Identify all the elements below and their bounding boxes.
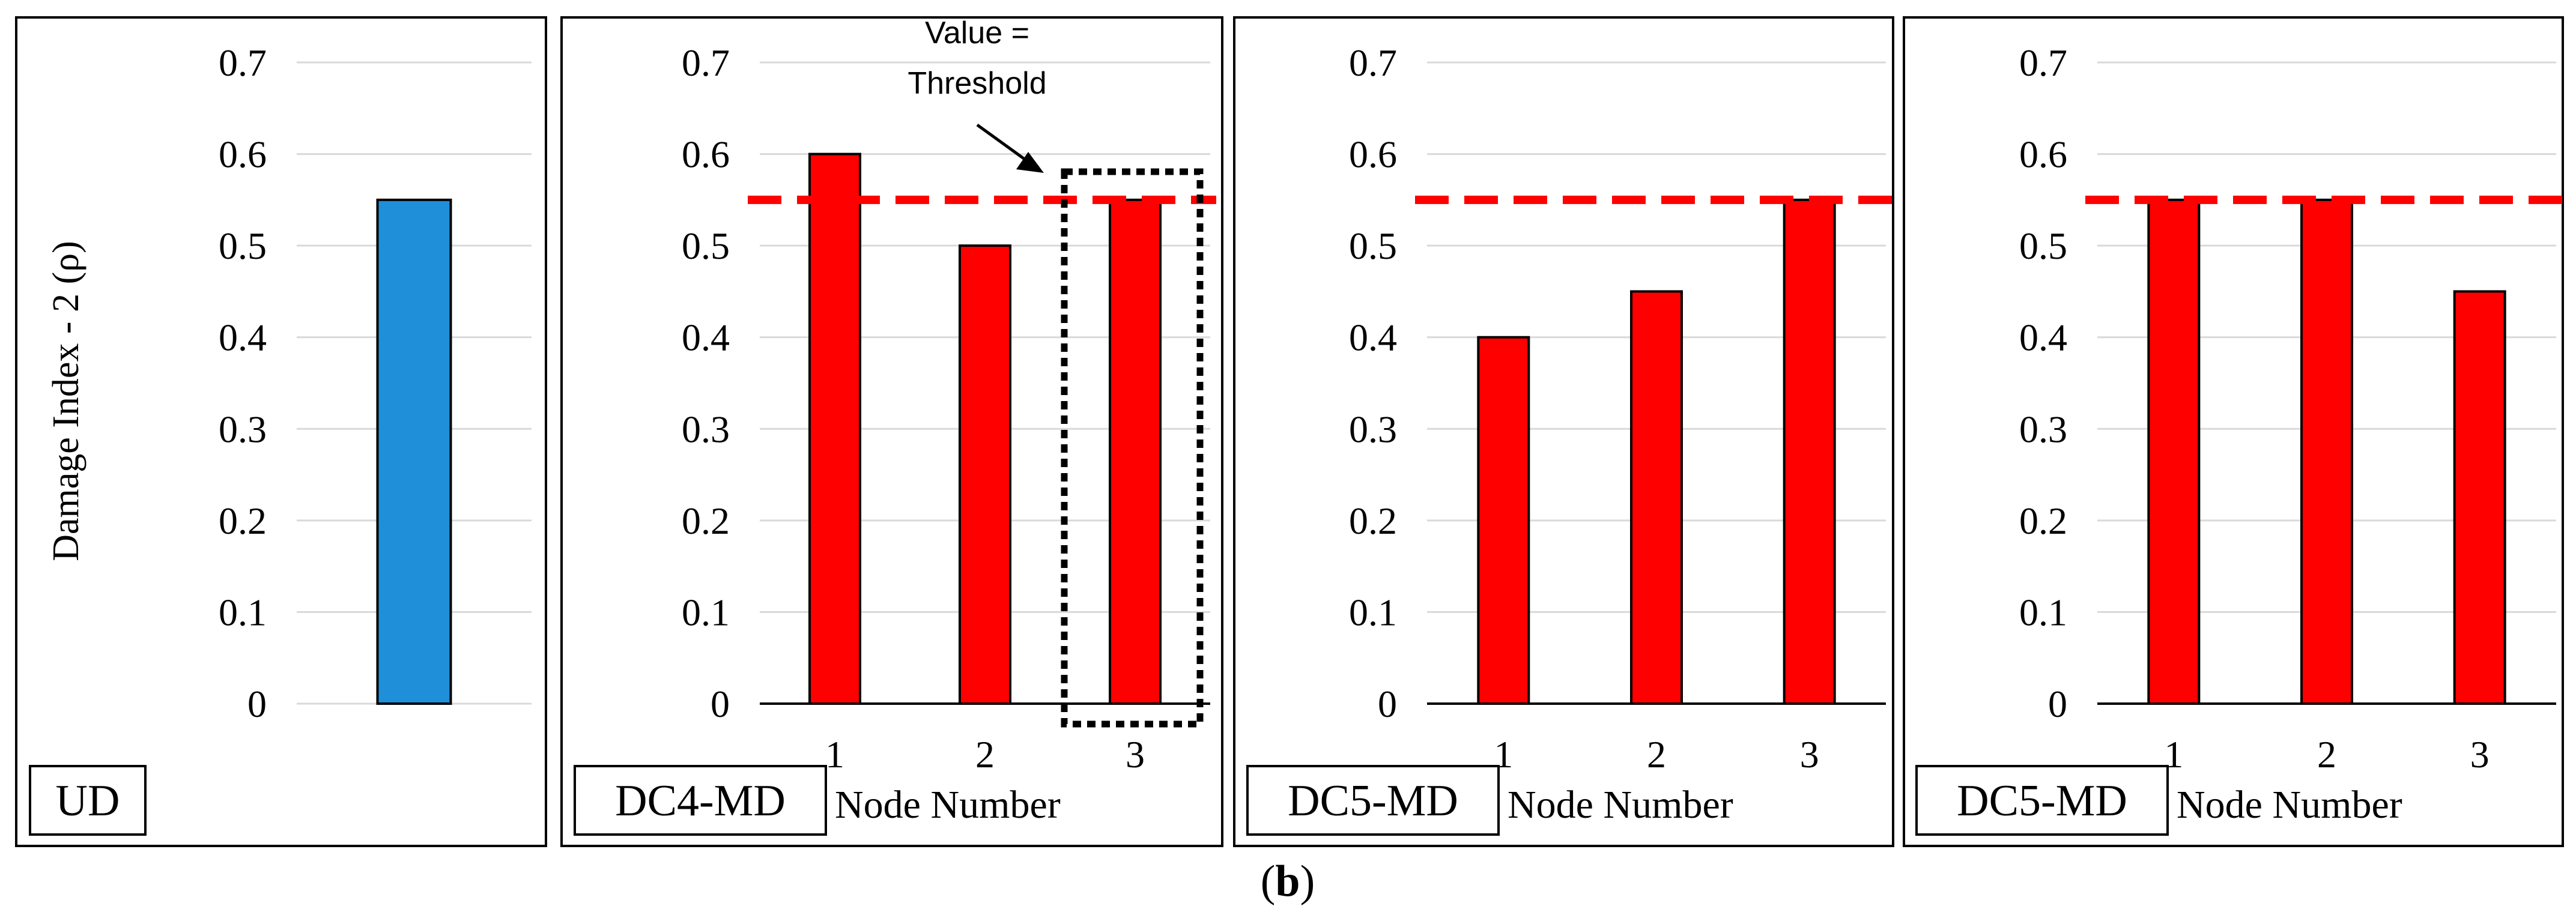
panel-frame xyxy=(560,16,1223,847)
bar-2 xyxy=(959,244,1011,705)
y-tick-label: 0.1 xyxy=(1349,591,1397,633)
panel-frame xyxy=(1903,16,2564,847)
chart-panels: 0 0.1 0.2 0.3 0.4 0.5 0.6 0.7 Damage Index - 2 (… xyxy=(15,16,2564,847)
y-tick-label: 0.6 xyxy=(2019,133,2067,176)
y-tick-label: 0.7 xyxy=(682,41,730,84)
figure-caption: (b) xyxy=(1261,857,1315,906)
y-tick-label: 0.2 xyxy=(2019,500,2067,542)
x-tick-label: 3 xyxy=(1126,733,1145,776)
y-tick-label: 0 xyxy=(2048,683,2067,725)
y-tick-label: 0.4 xyxy=(219,316,267,359)
caption-open: ( xyxy=(1261,857,1276,906)
bar-3 xyxy=(2453,290,2506,705)
bar-3 xyxy=(1783,198,1836,705)
y-tick-label: 0.4 xyxy=(1349,316,1397,359)
y-tick-label: 0.7 xyxy=(219,41,267,84)
annotation-line2: Threshold xyxy=(908,66,1046,101)
y-tick-label: 0.6 xyxy=(1349,133,1397,176)
panel-tag-box xyxy=(574,765,827,836)
x-axis-label: Node Number xyxy=(1508,783,1733,827)
y-axis-label: Damage Index - 2 (ρ) xyxy=(46,241,86,561)
y-tick-label: 0.4 xyxy=(2019,316,2067,359)
y-tick-label: 0.5 xyxy=(682,225,730,267)
y-tick-label: 0.2 xyxy=(219,500,267,542)
y-tick-label: 0.6 xyxy=(219,133,267,176)
bar-1 xyxy=(1477,336,1530,705)
x-tick-label: 2 xyxy=(2317,733,2336,776)
y-tick-label: 0.3 xyxy=(1349,408,1397,450)
y-tick-label: 0.1 xyxy=(219,591,267,633)
panel-frame xyxy=(15,16,547,847)
y-tick-label: 0.7 xyxy=(1349,41,1397,84)
x-tick-label: 2 xyxy=(1647,733,1666,776)
x-tick-label: 3 xyxy=(1800,733,1819,776)
bar-2 xyxy=(2300,198,2353,705)
y-tick-label: 0.3 xyxy=(682,408,730,450)
y-tick-label: 0.5 xyxy=(1349,225,1397,267)
x-axis-label: Node Number xyxy=(835,783,1061,827)
y-tick-label: 0.4 xyxy=(682,316,730,359)
annotation-arrow-shaft xyxy=(976,123,1028,163)
panel-tag: UD xyxy=(56,776,120,826)
x-tick-label: 1 xyxy=(825,733,844,776)
caption-letter: b xyxy=(1275,857,1300,906)
x-axis-label: Node Number xyxy=(2177,783,2402,827)
bar-1 xyxy=(808,152,861,705)
bar-1 xyxy=(2147,198,2201,705)
panel-tag-box xyxy=(1246,765,1500,836)
bar-value xyxy=(376,198,452,705)
y-tick-label: 0.1 xyxy=(2019,591,2067,633)
panel-tag-box xyxy=(29,765,147,836)
panel-tag: DC4-MD xyxy=(615,776,786,826)
caption-close: ) xyxy=(1300,857,1315,906)
y-tick-label: 0.5 xyxy=(2019,225,2067,267)
annotation-line1: Value = xyxy=(925,16,1029,50)
y-tick-label: 0 xyxy=(247,683,267,725)
panel-tag: DC5-MD xyxy=(1957,776,2127,826)
x-tick-label: 2 xyxy=(975,733,995,776)
panel-tag: DC5-MD xyxy=(1288,776,1458,826)
chart-panel-2: 0 0.1 0.2 0.3 0.4 0.5 0.6 0.7 1 2 3 Value = Threshol… xyxy=(560,16,1223,847)
highlight-box xyxy=(1061,168,1204,728)
annotation-arrow-head xyxy=(1016,152,1044,173)
y-tick-label: 0.1 xyxy=(682,591,730,633)
x-tick-label: 3 xyxy=(2470,733,2490,776)
y-tick-label: 0.3 xyxy=(219,408,267,450)
y-tick-label: 0 xyxy=(711,683,730,725)
chart-panel-1: 0 0.1 0.2 0.3 0.4 0.5 0.6 0.7 Damage Index - 2 (… xyxy=(15,16,547,847)
y-tick-label: 0.3 xyxy=(2019,408,2067,450)
y-tick-label: 0 xyxy=(1378,683,1397,725)
bar-3 xyxy=(1109,198,1162,705)
y-tick-label: 0.2 xyxy=(682,500,730,542)
bar-2 xyxy=(1630,290,1683,705)
y-tick-label: 0.6 xyxy=(682,133,730,176)
panel-frame xyxy=(1233,16,1894,847)
y-tick-label: 0.5 xyxy=(219,225,267,267)
y-tick-label: 0.2 xyxy=(1349,500,1397,542)
y-tick-label: 0.7 xyxy=(2019,41,2067,84)
panel-tag-box xyxy=(1915,765,2169,836)
